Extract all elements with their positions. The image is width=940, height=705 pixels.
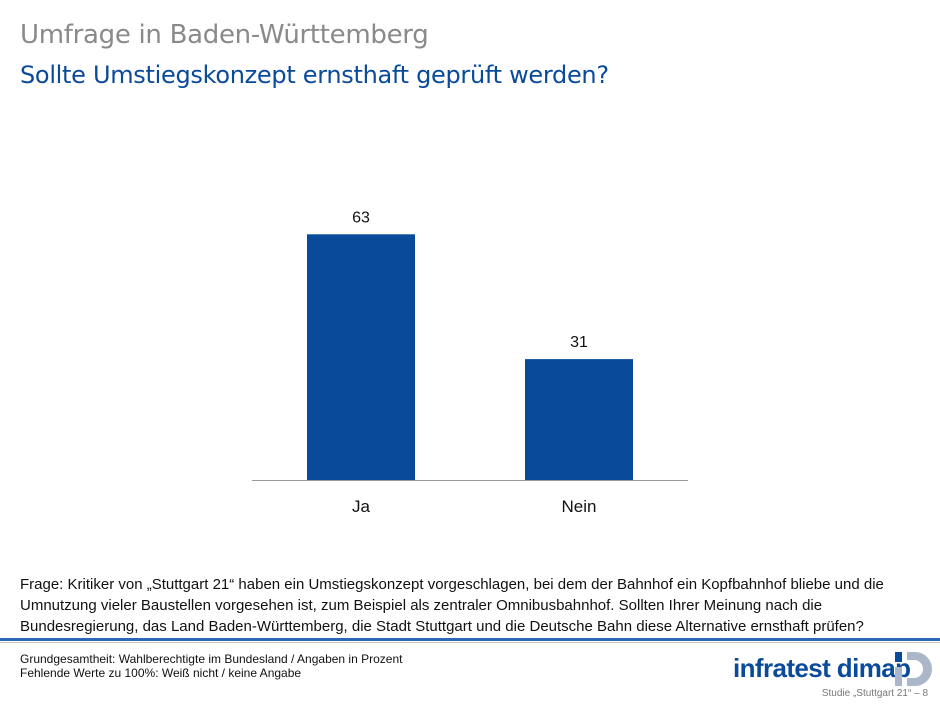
divider-blue <box>0 638 940 641</box>
infratest-logo-icon <box>895 652 932 686</box>
data-label-nein: 31 <box>570 334 588 351</box>
footnote-missing: Fehlende Werte zu 100%: Weiß nicht / kei… <box>20 666 302 680</box>
data-label-ja: 63 <box>352 209 370 226</box>
category-label-nein: Nein <box>562 497 597 516</box>
bar-nein <box>525 359 633 480</box>
category-label-ja: Ja <box>352 497 371 516</box>
question-text: Frage: Kritiker von „Stuttgart 21“ haben… <box>20 576 884 635</box>
bar-ja <box>307 234 415 480</box>
study-page-label: Studie „Stuttgart 21“ – 8 <box>821 688 928 699</box>
chart-question-title: Sollte Umstiegskonzept ernsthaft geprüft… <box>20 61 609 89</box>
page-title: Umfrage in Baden-Württemberg <box>20 20 429 50</box>
bar-chart: 63 Ja 31 Nein <box>252 209 688 516</box>
footnote-base: Grundgesamtheit: Wahlberechtigte im Bund… <box>20 652 403 666</box>
logo-wordmark: infratest dimap <box>733 653 911 683</box>
divider-grey <box>0 642 940 643</box>
